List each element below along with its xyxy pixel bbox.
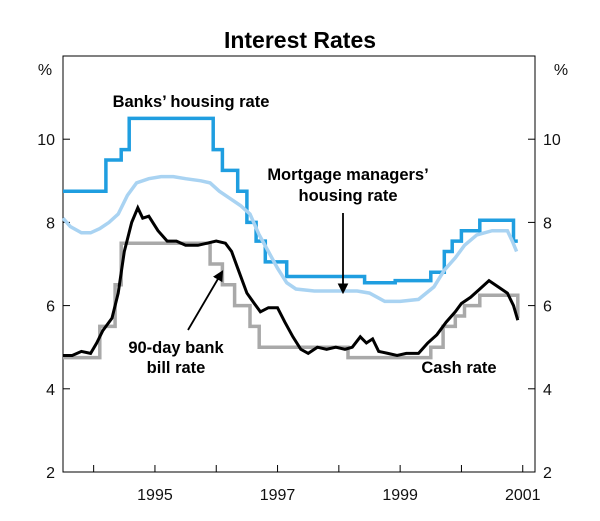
arrow-bill-rate xyxy=(187,270,224,331)
series-layer xyxy=(61,116,520,360)
y-tick-label-right-2: 6 xyxy=(543,299,552,316)
annotation-cash-line-0: Cash rate xyxy=(421,359,496,377)
x-tick-label-2: 1999 xyxy=(382,487,418,504)
y-tick-label-left-3: 8 xyxy=(46,215,55,232)
chart-title: Interest Rates xyxy=(224,27,376,53)
annotation-bill-line-1: bill rate xyxy=(147,359,206,377)
y-tick-label-right-3: 8 xyxy=(543,215,552,232)
y-tick-label-right-1: 4 xyxy=(543,382,552,399)
y-tick-label-left-2: 6 xyxy=(46,299,55,316)
y-tick-label-right-0: 2 xyxy=(543,465,552,482)
series-line-1 xyxy=(61,174,519,304)
series-line-0 xyxy=(63,116,518,285)
series-line-3 xyxy=(63,204,520,358)
annotation-layer: Banks’ housing rate Mortgage managers’ hou… xyxy=(113,93,497,377)
x-tick-label-0: 1995 xyxy=(137,487,173,504)
annotation-bill-line-0: 90-day bank xyxy=(128,339,224,357)
y-tick-label-right-4: 10 xyxy=(543,132,561,149)
annotation-banks-line-0: Banks’ housing rate xyxy=(113,93,270,111)
annotation-mortgage-line-0: Mortgage managers’ xyxy=(267,166,428,184)
x-tick-label-3: 2001 xyxy=(505,487,541,504)
x-tick-label-1: 1997 xyxy=(260,487,296,504)
axes-layer: 2 2 4 4 6 6 8 8 10 10 1995 1997 1999 2001 xyxy=(37,132,561,504)
y-tick-label-left-4: 10 xyxy=(37,132,55,149)
y-tick-label-left-0: 2 xyxy=(46,465,55,482)
y-unit-left: % xyxy=(38,62,52,79)
plot-frame xyxy=(62,55,536,473)
series-line-2 xyxy=(63,241,520,360)
y-tick-label-left-1: 4 xyxy=(46,382,55,399)
y-unit-right: % xyxy=(554,62,568,79)
annotation-mortgage-line-1: housing rate xyxy=(298,187,397,205)
